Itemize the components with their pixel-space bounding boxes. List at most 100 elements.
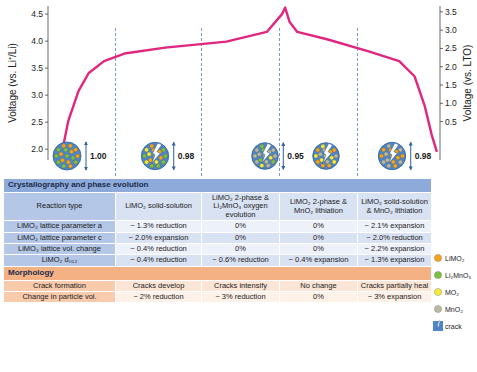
phase-dot <box>142 154 146 158</box>
table-cell: LiMO₂ solid-solution & MnO₂ lithiation <box>358 192 432 220</box>
particle-body <box>53 142 81 170</box>
legend-swatch <box>434 271 441 278</box>
y2-tick-label: 1.0 <box>445 98 457 108</box>
section-row: Morphology <box>4 266 432 280</box>
phase-dot <box>60 158 64 162</box>
phase-dot <box>264 160 268 164</box>
y-tick-label: 4.5 <box>31 9 43 19</box>
particle: 0.98 <box>378 142 431 169</box>
phase-dot <box>318 152 322 156</box>
phase-dot <box>68 144 72 148</box>
phase-dot <box>150 164 154 168</box>
table-cell: ~ 3% reduction <box>202 292 280 303</box>
y-tick <box>45 149 48 150</box>
y2-tick-label: 3.0 <box>445 25 457 35</box>
phase-dot <box>257 152 261 156</box>
phase-dot <box>74 148 78 152</box>
y-tick-label: 2.5 <box>31 117 43 127</box>
y2-tick <box>440 30 443 31</box>
size-arrow <box>173 142 174 169</box>
voltage-chart: 2.0 2.5 3.0 3.5 4.0 4.5 Voltage (vs. Li⁺/Li) 0.… <box>0 0 477 178</box>
phase-dot <box>321 164 325 168</box>
table-cell: 0% <box>280 292 358 303</box>
row-label: Change in particle vol. <box>4 292 116 303</box>
phase-dot <box>325 160 329 164</box>
phase-dot <box>159 156 163 160</box>
phase-dot <box>76 154 80 158</box>
table-cell: 0% <box>280 243 358 254</box>
y-axis-line <box>48 6 49 160</box>
phase-dot <box>316 148 320 152</box>
table-cell: Cracks intensify <box>202 280 280 291</box>
y2-tick-label: 2.5 <box>445 43 457 53</box>
table-cell: ~ 3% expansion <box>358 292 432 303</box>
y2-axis-line <box>440 6 441 160</box>
phase-dot <box>150 144 154 148</box>
phase-dot <box>385 158 389 162</box>
crack <box>323 143 333 163</box>
phase-dot <box>260 144 264 148</box>
stage-divider <box>201 28 202 178</box>
phase-dot <box>64 148 68 152</box>
stage-divider <box>115 28 116 178</box>
legend-swatch <box>434 288 441 295</box>
table-cell: 0% <box>202 232 280 243</box>
table-row: LiMO₂ lattice parameter a~ 1.3% reductio… <box>4 221 432 232</box>
table-cell: ~ 2% reduction <box>116 292 202 303</box>
phase-dot <box>163 154 167 158</box>
stage-divider <box>279 28 280 178</box>
particle: 1.00 <box>53 142 107 170</box>
section-header: Crystallography and phase evolution <box>4 179 432 193</box>
phase-dot <box>314 154 318 158</box>
phase-dot <box>260 164 264 168</box>
table-cell: LiMO₂ solid-solution <box>116 192 202 220</box>
table-cell: ~ 2.1% expansion <box>358 221 432 232</box>
size-arrow <box>410 142 411 169</box>
table-cell: LiMO₂ 2-phase & MnO₂ lithiation <box>280 192 358 220</box>
table-cell: ~ 2.0% reduction <box>358 232 432 243</box>
phase-dot <box>271 148 275 152</box>
phase-dot <box>321 144 325 148</box>
row-label: LiMO₂ d₀₁₂ <box>4 255 116 266</box>
phase-dot <box>65 154 69 158</box>
table-cell: No change <box>280 280 358 291</box>
row-label: Reaction type <box>4 192 116 220</box>
legend-label: MO₂ <box>445 289 459 296</box>
phase-dot <box>253 154 257 158</box>
phase-dot <box>161 160 165 164</box>
y-tick-label: 4.0 <box>31 36 43 46</box>
phase-dot <box>384 152 388 156</box>
phase-dot <box>147 152 151 156</box>
phase-dot <box>70 150 74 154</box>
y-tick-label: 3.5 <box>31 63 43 73</box>
row-label: LiMO₂ lattice parameter c <box>4 232 116 243</box>
y-tick <box>45 122 48 123</box>
y-axis-title: Voltage (vs. Li⁺/Li) <box>7 43 18 123</box>
phase-dot <box>387 164 391 168</box>
table-cell: Cracks develop <box>116 280 202 291</box>
phase-dot <box>316 160 320 164</box>
table-row: LiMO₂ lattice vol. change~ 0.4% reductio… <box>4 243 432 254</box>
y2-tick <box>440 121 443 122</box>
phase-dot <box>381 148 385 152</box>
phase-dot <box>144 148 148 152</box>
section-header: Morphology <box>4 266 432 280</box>
legend-label: crack <box>445 323 462 330</box>
y-tick-label: 3.0 <box>31 90 43 100</box>
phase-dot <box>71 156 75 160</box>
phase-dot <box>334 154 338 158</box>
table-cell: ~ 2.0% expansion <box>116 232 202 243</box>
phase-dot <box>266 164 270 168</box>
y-tick <box>45 95 48 96</box>
phase-dot <box>66 160 70 164</box>
particle <box>313 143 340 170</box>
table-cell: ~ 0.4% reduction <box>116 243 202 254</box>
y2-tick-label: 2.0 <box>445 62 457 72</box>
row-label: LiMO₂ lattice vol. change <box>4 243 116 254</box>
y2-tick-label: 3.5 <box>445 7 457 17</box>
table-cell: ~ 0.4% expansion <box>280 255 358 266</box>
phase-dot <box>161 148 165 152</box>
voltage-curve <box>61 8 437 156</box>
phase-dot <box>56 160 60 164</box>
legend-swatch <box>434 254 441 261</box>
